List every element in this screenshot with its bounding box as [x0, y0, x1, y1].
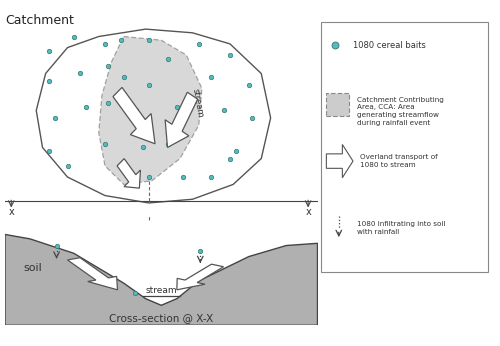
Bar: [326, 93, 349, 116]
FancyBboxPatch shape: [321, 22, 488, 272]
Text: stream: stream: [146, 286, 177, 295]
Polygon shape: [5, 235, 318, 325]
Text: x: x: [8, 207, 14, 217]
Text: 1080 infiltrating into soil
with rainfall: 1080 infiltrating into soil with rainfal…: [356, 221, 445, 235]
Text: Cross-section @ X-X: Cross-section @ X-X: [109, 313, 214, 323]
Text: Overland transport of
1080 to stream: Overland transport of 1080 to stream: [360, 154, 438, 168]
Polygon shape: [36, 29, 270, 203]
FancyArrow shape: [113, 88, 155, 144]
FancyArrow shape: [326, 145, 353, 178]
Polygon shape: [99, 37, 202, 184]
Text: stream: stream: [190, 88, 204, 118]
Text: 1080 cereal baits: 1080 cereal baits: [353, 41, 426, 50]
FancyArrow shape: [177, 264, 224, 290]
FancyArrow shape: [165, 92, 198, 147]
FancyArrow shape: [117, 159, 140, 188]
Text: Catchment: Catchment: [5, 14, 74, 27]
Text: soil: soil: [24, 263, 42, 273]
Text: x: x: [305, 207, 311, 217]
Text: Catchment Contributing
Area, CCA: Area
generating streamflow
during rainfall eve: Catchment Contributing Area, CCA: Area g…: [356, 97, 444, 126]
FancyArrow shape: [68, 258, 117, 290]
